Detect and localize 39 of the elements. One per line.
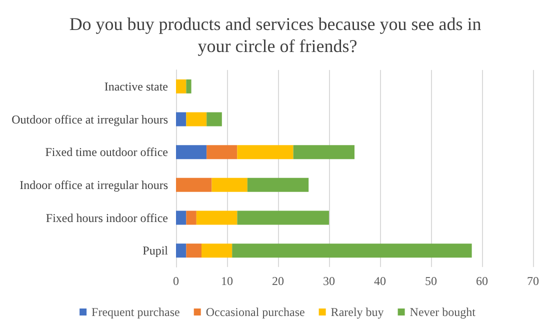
x-tick-label: 0	[173, 274, 179, 288]
bar	[232, 244, 472, 258]
bar	[186, 79, 192, 94]
legend-label: Rarely buy	[330, 305, 384, 319]
legend-label: Never bought	[410, 305, 476, 319]
bar	[212, 178, 248, 192]
legend-label: Occasional purchase	[206, 305, 305, 319]
y-tick-label: Fixed time outdoor office	[45, 145, 168, 160]
bar	[206, 145, 238, 160]
bar	[196, 210, 238, 225]
y-tick-label: Pupil	[142, 244, 169, 258]
y-tick-label: Fixed hours indoor office	[46, 210, 168, 225]
bar	[237, 210, 329, 225]
bar	[186, 244, 202, 258]
y-tick-label: Inactive state	[104, 79, 168, 94]
bar	[176, 244, 186, 258]
bar	[206, 112, 222, 126]
chart-title: Do you buy products and services because you see ads in your circle of friends?	[69, 14, 486, 56]
x-tick-label: 60	[476, 274, 488, 288]
bar	[202, 244, 232, 258]
x-tick-label: 20	[272, 274, 284, 288]
bar	[247, 178, 309, 192]
x-tick-label: 40	[374, 274, 386, 288]
bar	[237, 145, 294, 160]
bar	[186, 210, 196, 225]
bar	[186, 112, 207, 126]
bar	[176, 178, 212, 192]
x-tick-label: 50	[425, 274, 437, 288]
bar	[176, 112, 186, 126]
legend-label: Frequent purchase	[92, 305, 180, 319]
x-tick-label: 30	[323, 274, 335, 288]
bar	[293, 145, 354, 160]
bar	[176, 79, 186, 94]
x-tick-label: 10	[221, 274, 233, 288]
bar	[176, 210, 186, 225]
x-tick-label: 70	[527, 274, 539, 288]
bar	[176, 145, 207, 160]
y-tick-label: Outdoor office at irregular hours	[12, 112, 168, 126]
y-tick-label: Indoor office at irregular hours	[20, 178, 168, 192]
